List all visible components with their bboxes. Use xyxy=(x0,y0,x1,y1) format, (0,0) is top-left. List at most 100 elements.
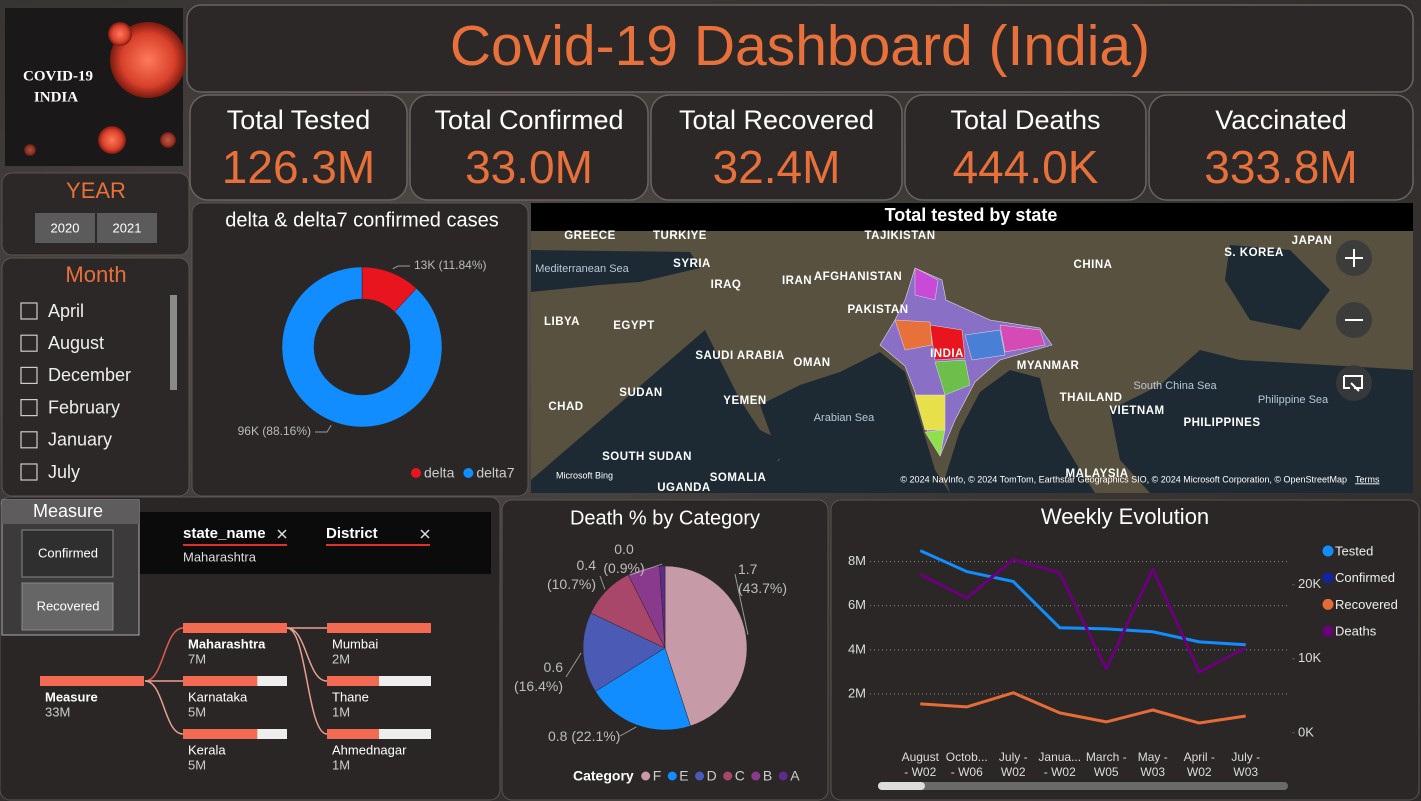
legend-dot xyxy=(1322,572,1334,584)
measure-button[interactable]: Recovered xyxy=(21,582,114,631)
map-label: Mediterranean Sea xyxy=(535,263,629,275)
map-label: YEMEN xyxy=(723,395,766,407)
x-tick-label: April - W02 xyxy=(1183,750,1215,779)
kpi-label: Total Deaths xyxy=(950,105,1100,135)
map-label: SUDAN xyxy=(619,387,662,399)
map-control[interactable] xyxy=(1336,302,1372,338)
kpi-value: 333.8M xyxy=(1204,141,1357,193)
year-button[interactable]: 2021 xyxy=(97,213,157,243)
map-water xyxy=(945,370,1095,493)
checkbox xyxy=(20,463,38,481)
series-line xyxy=(919,549,1246,647)
map-terms: Terms xyxy=(1355,474,1380,484)
legend-label: delta7 xyxy=(476,465,514,481)
connector xyxy=(286,627,328,735)
node-value: 5M xyxy=(188,704,206,719)
data-label: 96K (88.16%) xyxy=(238,424,311,438)
map-control[interactable] xyxy=(1336,365,1372,401)
month-option[interactable]: August xyxy=(20,333,104,353)
button-label: 2020 xyxy=(51,220,80,235)
slicer-title: YEAR xyxy=(66,178,126,203)
x-tick-label: March - W05 xyxy=(1085,750,1127,779)
control-icon xyxy=(1343,375,1363,392)
data-label: 13K (11.84%) xyxy=(414,258,487,272)
legend-dot xyxy=(411,468,421,478)
connector xyxy=(286,627,328,682)
close-icon xyxy=(277,529,287,539)
kpi-card xyxy=(189,94,408,201)
option-label: August xyxy=(48,333,104,353)
legend-dot xyxy=(1322,598,1334,610)
map-label: MALAYSIA xyxy=(1066,468,1129,480)
year-button[interactable]: 2020 xyxy=(35,213,95,243)
month-option[interactable]: April xyxy=(20,301,84,321)
scrollbar-thumb[interactable] xyxy=(878,782,925,790)
map-label: UGANDA xyxy=(657,482,710,494)
month-option[interactable]: February xyxy=(20,397,120,417)
month-option[interactable]: July xyxy=(20,462,80,482)
map-provider: Microsoft Bing xyxy=(556,470,613,480)
title-panel xyxy=(186,4,1414,93)
scrollbar-track[interactable] xyxy=(878,782,1288,790)
node-value: 33M xyxy=(45,704,70,719)
leader-line xyxy=(629,563,663,576)
map-label: MYANMAR xyxy=(1017,360,1080,372)
y2-tick-label: 0K xyxy=(1298,724,1314,739)
map-label: VIETNAM xyxy=(1109,405,1164,417)
legend-label: delta xyxy=(424,465,455,481)
checkbox xyxy=(20,302,38,320)
logo-art xyxy=(24,22,186,156)
map-label: S. KOREA xyxy=(1224,247,1284,259)
legend-label: C xyxy=(735,768,745,784)
bar xyxy=(327,729,379,739)
map-label: TURKIYE xyxy=(653,230,707,242)
data-label: 1.7 (43.7%) xyxy=(738,561,788,596)
map-label: JAPAN xyxy=(1292,235,1333,247)
map-title: Total tested by state xyxy=(885,205,1058,225)
chart-title: delta & delta7 confirmed cases xyxy=(225,209,499,231)
map-label: SOUTH SUDAN xyxy=(602,451,692,463)
legend-dot xyxy=(641,771,651,781)
map-label: Philippine Sea xyxy=(1258,394,1329,406)
filter-clear[interactable] xyxy=(420,529,430,539)
button-bg xyxy=(35,213,95,243)
node-name: Measure xyxy=(45,689,98,704)
y-tick-label: 8M xyxy=(848,553,866,568)
scrollbar[interactable] xyxy=(170,295,177,390)
node-value: 7M xyxy=(188,651,206,666)
bar xyxy=(327,623,431,633)
button-bg xyxy=(97,213,157,243)
node-value: 5M xyxy=(188,757,206,772)
data-label: 0.6 (16.4%) xyxy=(513,659,563,694)
map-label: IRAQ xyxy=(711,279,742,291)
node-name: Ahmednagar xyxy=(332,742,407,757)
legend-dot xyxy=(463,468,474,478)
legend-dot xyxy=(1322,625,1334,637)
node-name: Mumbai xyxy=(332,636,378,651)
month-option[interactable]: December xyxy=(20,365,131,385)
slice xyxy=(595,647,691,731)
slice xyxy=(582,612,666,692)
legend-label: D xyxy=(707,768,717,784)
kpi-value: 444.0K xyxy=(953,141,1099,193)
y-tick-label: 2M xyxy=(848,685,866,700)
button-label: 2021 xyxy=(113,220,142,235)
x-tick-label: July - W03 xyxy=(1231,750,1261,779)
kpi-label: Total Confirmed xyxy=(434,105,623,135)
leader-line xyxy=(565,652,582,678)
legend-label: B xyxy=(763,768,772,784)
map[interactable]: Total tested by state GREECE TURKIYE TAJIKI… xyxy=(531,203,1413,494)
filter-clear[interactable] xyxy=(277,529,287,539)
map-state xyxy=(964,329,1006,361)
node-value: 2M xyxy=(332,651,350,666)
map-control[interactable] xyxy=(1336,240,1372,276)
y2-tick-label: 20K xyxy=(1298,576,1321,591)
leader-line xyxy=(619,726,637,737)
legend-label: E xyxy=(679,768,688,784)
map-water xyxy=(1225,245,1330,330)
close-icon xyxy=(420,529,430,539)
map-label: IRAN xyxy=(782,275,812,287)
month-option[interactable]: January xyxy=(20,430,112,450)
measure-button[interactable]: Confirmed xyxy=(21,529,114,578)
legend-dot xyxy=(1322,545,1334,557)
